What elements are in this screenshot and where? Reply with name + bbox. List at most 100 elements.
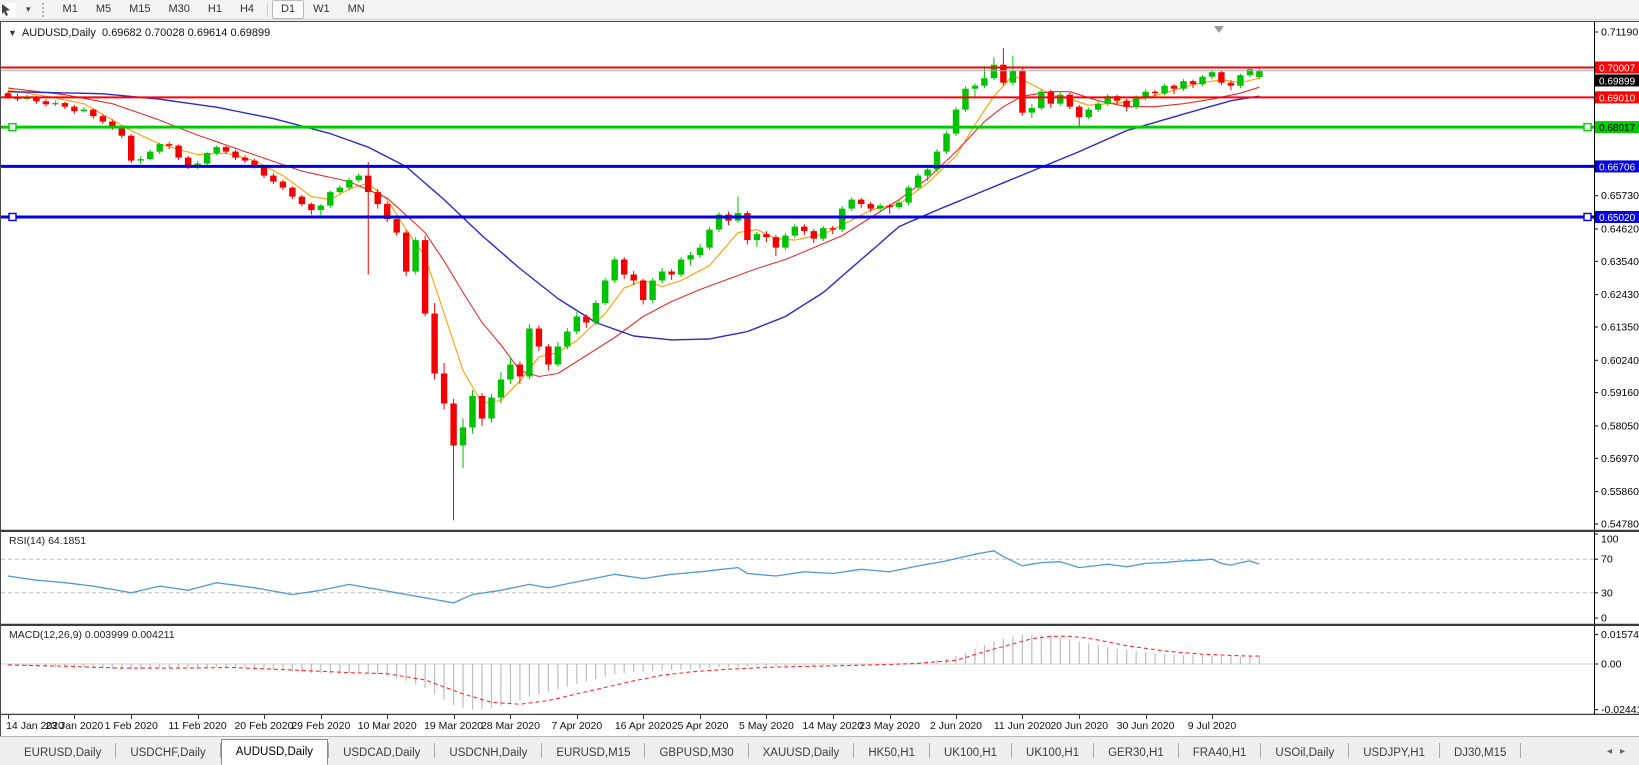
candle-body <box>459 427 467 446</box>
tab-scroll-arrows[interactable]: ◂▸ <box>1607 746 1633 757</box>
timeframe-button-M5[interactable]: M5 <box>95 3 112 15</box>
chevron-down-icon[interactable]: ▾ <box>26 4 31 14</box>
timeframe-button-M30[interactable]: M30 <box>168 3 190 15</box>
date-axis-label: 7 Apr 2020 <box>551 720 603 732</box>
candle-body <box>1151 91 1159 94</box>
tab-USOil-Daily[interactable]: USOil,Daily <box>1275 747 1335 759</box>
candle-body <box>203 153 211 164</box>
candle-body <box>251 160 258 166</box>
candle-body <box>952 109 960 134</box>
tab-separator <box>1348 743 1350 758</box>
timeframe-button-M15[interactable]: M15 <box>129 3 151 15</box>
tab-GER30-H1[interactable]: GER30,H1 <box>1108 747 1164 759</box>
rsi-axis-label: 70 <box>1601 554 1613 566</box>
price-axis-label: 0.64620 <box>1601 223 1639 235</box>
candle-body <box>1237 75 1244 86</box>
candle-body <box>440 373 448 404</box>
candle-body <box>507 364 514 380</box>
date-tick <box>1022 715 1024 719</box>
ma-fast-line <box>7 74 1260 405</box>
tab-GBPUSD-M30[interactable]: GBPUSD,M30 <box>659 747 734 759</box>
candle-body <box>829 228 836 230</box>
tab-UK100-H1[interactable]: UK100,H1 <box>943 747 998 759</box>
tab-FRA40-H1[interactable]: FRA40,H1 <box>1192 747 1247 759</box>
tab-XAUUSD-Daily[interactable]: XAUUSD,Daily <box>762 747 840 759</box>
candle-body <box>213 147 220 154</box>
price-axis-label: 0.54780 <box>1601 518 1639 530</box>
date-axis-label: 9 Jul 2020 <box>1187 720 1237 732</box>
price-axis-label: 0.59160 <box>1601 387 1639 399</box>
rsi-pane[interactable]: 100 70 30 0 <box>1 531 1639 625</box>
chart-tool-icon[interactable] <box>0 2 20 17</box>
line-handle[interactable] <box>8 212 17 222</box>
tab-USDCNH-Daily[interactable]: USDCNH,Daily <box>449 747 528 759</box>
date-tick <box>1079 715 1081 719</box>
symbol-period-label: AUDUSD,Daily <box>21 27 96 39</box>
timeframe-button-D1[interactable]: D1 <box>272 0 305 19</box>
tab-separator <box>1439 743 1440 758</box>
toolbar-separator <box>267 2 269 17</box>
candle-body <box>71 106 78 112</box>
date-axis-label: 11 Feb 2020 <box>168 720 227 732</box>
level-price-badge <box>1595 210 1639 223</box>
macd-pane[interactable]: 0.015741 0.00 -0.024412 <box>1 625 1639 715</box>
price-axis-label: 0.65730 <box>1601 190 1639 202</box>
toolbar-grip[interactable] <box>41 2 47 17</box>
date-tick <box>643 715 645 719</box>
tab-AUDUSD-Daily[interactable]: AUDUSD,Daily <box>220 739 329 765</box>
line-handle[interactable] <box>1583 122 1592 132</box>
date-tick <box>956 715 957 719</box>
timeframe-button-H1[interactable]: H1 <box>207 3 222 15</box>
chart-tab-bar: EURUSD,Daily USDCHF,Daily AUDUSD,Daily USDC… <box>0 736 1639 765</box>
candle-body <box>782 235 789 248</box>
date-axis-label: 16 Apr 2020 <box>614 720 672 732</box>
chart-shift-marker[interactable] <box>1214 26 1224 33</box>
candle-body <box>772 237 780 248</box>
candle-body <box>573 316 580 332</box>
candle-body <box>497 379 505 398</box>
tab-EURUSD-M15[interactable]: EURUSD,M15 <box>556 747 631 759</box>
timeframe-button-M1[interactable]: M1 <box>62 3 78 15</box>
tab-UK100-H1[interactable]: UK100,H1 <box>1026 747 1080 759</box>
candle-body <box>668 271 675 275</box>
timeframe-button-H4[interactable]: H4 <box>239 3 255 15</box>
tab-USDJPY-H1[interactable]: USDJPY,H1 <box>1363 747 1425 759</box>
price-axis-label: 0.61350 <box>1601 322 1639 334</box>
candle-body <box>706 229 713 248</box>
tab-EURUSD-Daily[interactable]: EURUSD,Daily <box>24 747 102 759</box>
candle-body <box>1142 91 1149 98</box>
candle-body <box>1095 103 1102 110</box>
level-price-badge <box>1595 61 1639 74</box>
candle-body <box>971 85 979 89</box>
date-tick <box>510 715 512 719</box>
bid-price-badge <box>1595 74 1639 87</box>
line-handle[interactable] <box>1583 212 1592 222</box>
level-price-badge-text: 0.68017 <box>1599 123 1636 134</box>
date-axis[interactable]: 14 Jan 2020 23 Jan 2020 1 Feb 2020 11 Feb 2… <box>1 715 1639 737</box>
candle-body <box>981 78 988 86</box>
timeframe-button-MN[interactable]: MN <box>347 3 365 15</box>
tab-USDCHF-Daily[interactable]: USDCHF,Daily <box>130 747 206 759</box>
tab-HK50-H1[interactable]: HK50,H1 <box>868 747 915 759</box>
date-axis-label: 10 Mar 2020 <box>357 720 417 732</box>
candle-body <box>839 208 846 230</box>
candle-body <box>602 280 609 303</box>
tab-separator <box>1260 743 1262 758</box>
tab-DJ30-M15[interactable]: DJ30,M15 <box>1454 747 1507 759</box>
candle-body <box>289 187 296 197</box>
date-axis-label: 20 Feb 2020 <box>234 720 294 732</box>
timeframe-button-W1[interactable]: W1 <box>313 3 330 15</box>
candle-body <box>147 151 154 160</box>
collapse-arrow-icon[interactable]: ▼ <box>8 28 17 38</box>
candle-body <box>744 213 751 241</box>
main-price-chart[interactable]: 0.71190 0.65730 0.64620 0.63540 0.62430 0.613… <box>1 22 1639 531</box>
candle-body <box>298 196 306 205</box>
date-tick <box>1145 715 1147 719</box>
line-handle[interactable] <box>8 122 17 132</box>
tab-USDCAD-Daily[interactable]: USDCAD,Daily <box>343 747 421 759</box>
candle-body <box>90 109 97 117</box>
macd-signal-line <box>7 635 1260 705</box>
candle-body <box>753 234 761 241</box>
date-axis-label: 23 May 2020 <box>859 720 920 732</box>
candle-body <box>80 109 87 112</box>
